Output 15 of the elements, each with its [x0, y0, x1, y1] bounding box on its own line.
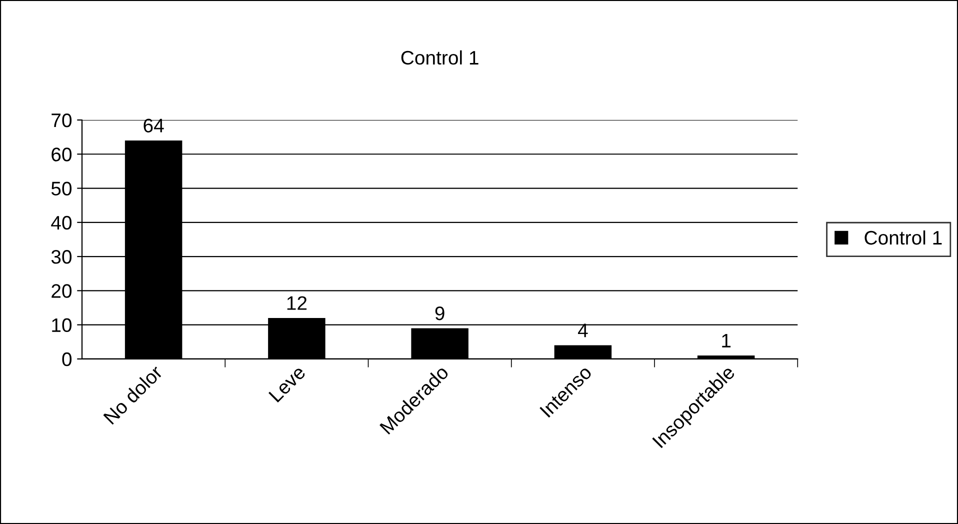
data-label: 12 [287, 296, 307, 310]
y-tick-label: 70 [52, 113, 72, 128]
y-tick-label: 40 [51, 216, 72, 230]
y-tick-label: 60 [52, 148, 72, 162]
data-label: 64 [144, 118, 164, 132]
data-label: 1 [722, 334, 731, 348]
y-tick-label: 0 [62, 352, 72, 366]
data-label: 4 [578, 324, 588, 338]
y-tick-label: 50 [51, 182, 72, 196]
y-tick-label: 10 [52, 318, 72, 332]
data-label: 9 [435, 306, 444, 320]
y-tick-label: 20 [52, 284, 72, 298]
legend-label: Control 1 [864, 230, 942, 245]
y-tick-label: 30 [51, 250, 72, 264]
chart-title: Control 1 [401, 50, 478, 65]
